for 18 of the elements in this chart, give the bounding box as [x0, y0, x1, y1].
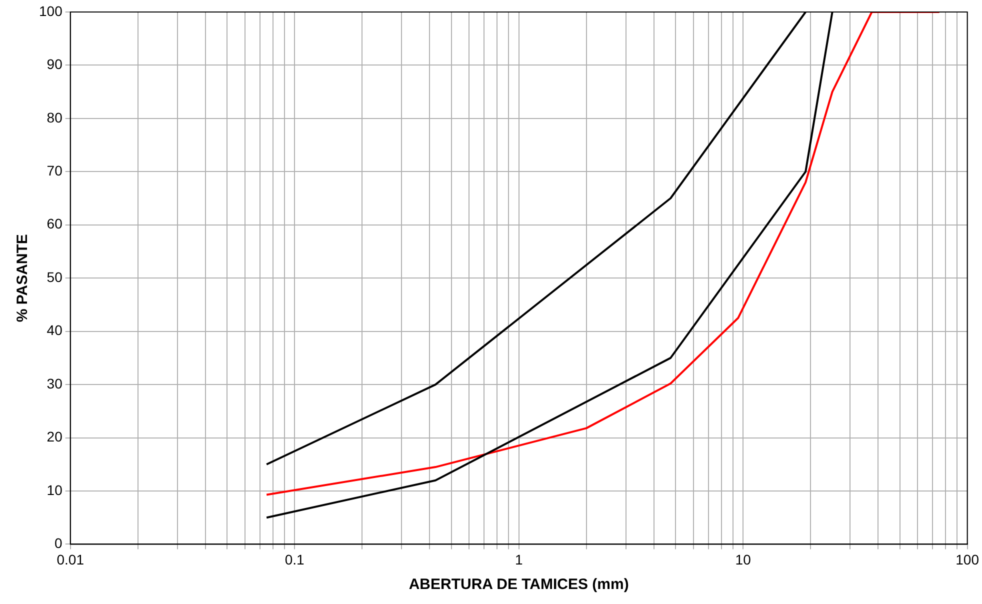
y-tick-label: 0	[54, 535, 63, 552]
y-tick-label: 50	[46, 268, 63, 285]
y-tick-label: 40	[46, 322, 63, 338]
x-tick-label: 100	[956, 551, 980, 568]
y-tick-label: 100	[39, 2, 63, 19]
x-tick-label: 0.1	[284, 551, 305, 568]
x-tick-label: 10	[735, 551, 752, 568]
y-tick-label: 70	[46, 162, 63, 179]
y-tick-label: 60	[46, 216, 63, 232]
y-tick-label: 10	[46, 482, 63, 498]
y-tick-label: 20	[46, 428, 63, 445]
y-tick-label: 90	[46, 56, 63, 72]
x-tick-label: 0.01	[56, 551, 84, 568]
x-axis-title: ABERTURA DE TAMICES (mm)	[408, 576, 629, 594]
y-axis-title: % PASANTE	[14, 234, 32, 322]
y-tick-label: 80	[46, 109, 63, 126]
y-tick-label: 30	[46, 375, 63, 392]
x-tick-label: 1	[514, 551, 523, 568]
